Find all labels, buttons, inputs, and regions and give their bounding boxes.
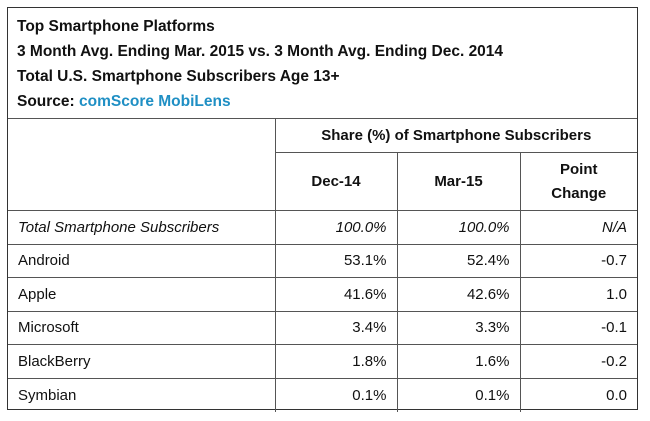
- change-cell: -0.2: [519, 344, 638, 379]
- col-header-mar: Mar-15: [396, 152, 521, 211]
- col-header-dec: Dec-14: [274, 152, 398, 211]
- table-row: Total Smartphone Subscribers 100.0% 100.…: [8, 210, 638, 245]
- change-cell: 0.0: [519, 377, 638, 412]
- platform-cell: Symbian: [8, 377, 276, 412]
- source-line: Source: comScore MobiLens: [17, 89, 637, 114]
- platform-cell: Android: [8, 243, 276, 278]
- dec-cell: 0.1%: [274, 377, 398, 412]
- table-header-block: Top Smartphone Platforms 3 Month Avg. En…: [8, 8, 637, 119]
- group-header: Share (%) of Smartphone Subscribers: [274, 118, 638, 153]
- dec-cell: 1.8%: [274, 344, 398, 379]
- table-row: Microsoft 3.4% 3.3% -0.1: [8, 310, 638, 345]
- table-frame: Top Smartphone Platforms 3 Month Avg. En…: [7, 7, 638, 412]
- data-table: Share (%) of Smartphone Subscribers Dec-…: [8, 118, 638, 412]
- table-row: BlackBerry 1.8% 1.6% -0.2: [8, 344, 638, 379]
- col-header-change: Point Change: [519, 152, 638, 211]
- mar-cell: 3.3%: [396, 310, 521, 345]
- platform-cell: Microsoft: [8, 310, 276, 345]
- change-cell: -0.1: [519, 310, 638, 345]
- mar-cell: 1.6%: [396, 344, 521, 379]
- mar-cell: 100.0%: [396, 210, 521, 245]
- dec-cell: 3.4%: [274, 310, 398, 345]
- dec-cell: 100.0%: [274, 210, 398, 245]
- platform-cell: Apple: [8, 277, 276, 312]
- mar-cell: 0.1%: [396, 377, 521, 412]
- platform-cell: BlackBerry: [8, 344, 276, 379]
- mar-cell: 42.6%: [396, 277, 521, 312]
- table-row: Android 53.1% 52.4% -0.7: [8, 243, 638, 278]
- column-header-row: Dec-14 Mar-15 Point Change: [8, 152, 638, 211]
- change-cell: 1.0: [519, 277, 638, 312]
- change-cell: N/A: [519, 210, 638, 245]
- platform-cell: Total Smartphone Subscribers: [8, 210, 276, 245]
- table-row: Apple 41.6% 42.6% 1.0: [8, 277, 638, 312]
- chart-subtitle: 3 Month Avg. Ending Mar. 2015 vs. 3 Mont…: [17, 43, 504, 60]
- change-cell: -0.7: [519, 243, 638, 278]
- population-label: Total U.S. Smartphone Subscribers Age 13…: [17, 68, 340, 85]
- table-row: Symbian 0.1% 0.1% 0.0: [8, 377, 638, 412]
- source-label: Source:: [17, 93, 80, 110]
- source-link[interactable]: comScore MobiLens: [79, 93, 231, 110]
- chart-title: Top Smartphone Platforms: [17, 18, 215, 35]
- dec-cell: 53.1%: [274, 243, 398, 278]
- group-header-row: Share (%) of Smartphone Subscribers: [8, 118, 638, 211]
- dec-cell: 41.6%: [274, 277, 398, 312]
- blank-header-cell: [8, 118, 276, 211]
- mar-cell: 52.4%: [396, 243, 521, 278]
